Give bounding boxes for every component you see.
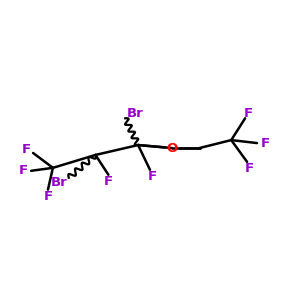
- Text: Br: Br: [127, 107, 143, 120]
- Text: F: F: [244, 162, 253, 175]
- Text: F: F: [19, 164, 28, 177]
- Text: F: F: [104, 175, 113, 188]
- Text: F: F: [244, 107, 253, 120]
- Text: O: O: [166, 142, 177, 154]
- Text: F: F: [22, 142, 31, 155]
- Text: Br: Br: [50, 176, 67, 189]
- Text: F: F: [147, 170, 157, 183]
- Text: F: F: [260, 136, 269, 150]
- Text: F: F: [44, 190, 52, 203]
